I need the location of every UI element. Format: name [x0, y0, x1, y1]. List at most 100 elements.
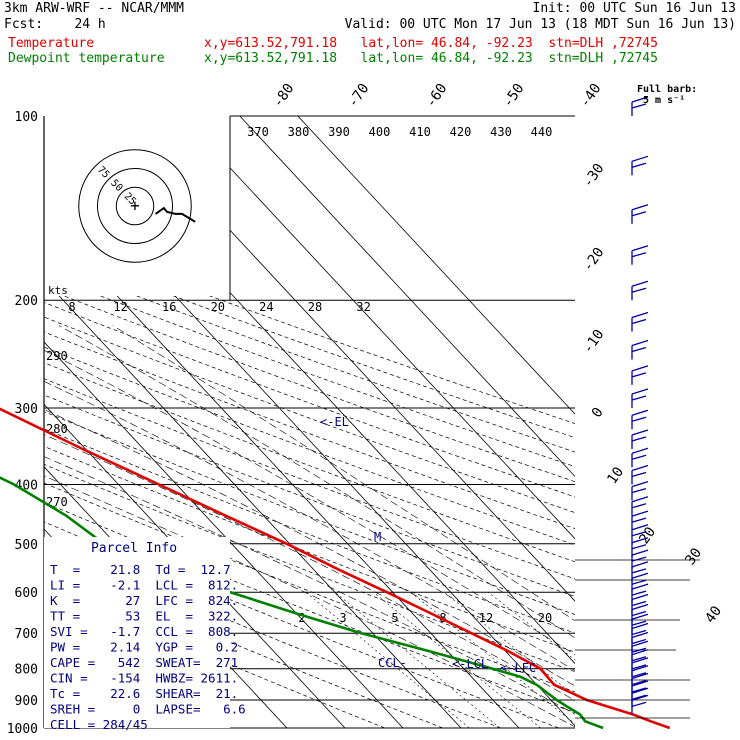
- pressure-label-900: 900: [15, 694, 38, 709]
- speed-label-20: 20: [211, 300, 225, 314]
- wind-barb: [631, 524, 649, 544]
- speed-label-24: 24: [259, 300, 273, 314]
- speed-label-12: 12: [113, 300, 127, 314]
- wind-barb-flag: [631, 694, 649, 701]
- isotherm: [44, 279, 462, 728]
- pressure-label-100: 100: [15, 110, 38, 125]
- wind-barb: [631, 388, 649, 408]
- parcel-info-row: TT = 53 EL = 322.: [50, 609, 238, 624]
- pressure-label-200: 200: [15, 294, 38, 309]
- wind-barb-flag: [631, 687, 649, 694]
- hodograph-center: +: [130, 196, 140, 215]
- speed-label-16: 16: [162, 300, 176, 314]
- theta-left-label-290: 290: [46, 349, 68, 363]
- wind-barb: [631, 510, 649, 531]
- theta-label-370: 370: [247, 125, 269, 139]
- wind-barb-flag: [631, 640, 649, 647]
- wind-barb-flag: [631, 679, 647, 686]
- wind-barb-flag: [631, 496, 649, 503]
- wind-barb: [631, 365, 649, 385]
- moist-adiabat: [44, 409, 575, 687]
- mixing-ratio-line: [373, 591, 541, 728]
- wind-barb-flag: [631, 657, 649, 664]
- wind-barb-flag: [631, 155, 649, 162]
- wind-barb-flag: [631, 346, 647, 353]
- dry-adiabat: [44, 584, 385, 728]
- mixing-ratio-label-5: 5: [391, 611, 398, 625]
- wind-barb-flag: [631, 524, 649, 531]
- parcel-info-row: SVI = -1.7 CCL = 808.: [50, 624, 238, 639]
- lcl-marker: <-LCL: [452, 657, 488, 671]
- wind-barb-flag: [631, 590, 647, 596]
- wind-barb-flag: [631, 638, 647, 645]
- temperature-info: x,y=613.52,791.18 lat,lon= 46.84, -92.23…: [204, 36, 658, 51]
- wind-barb-flag: [631, 656, 647, 662]
- ccl-marker: CCL-: [378, 656, 407, 670]
- parcel-info-row: CAPE = 542 SWEAT= 271: [50, 655, 238, 670]
- wind-barb: [631, 593, 649, 614]
- dry-adiabat: [44, 521, 559, 728]
- wind-barb: [631, 280, 649, 301]
- parcel-info-row: CELL = 284/45: [50, 717, 148, 732]
- parcel-info-box: [44, 537, 230, 728]
- wind-barb-flag: [631, 701, 647, 707]
- wind-barb-flag: [631, 211, 647, 217]
- wind-barb-flag: [631, 252, 647, 258]
- wind-barb-flag: [631, 162, 647, 168]
- wind-barb: [631, 572, 649, 593]
- parcel-info-row: PW = 2.14 YGP = 0.2: [50, 640, 238, 655]
- wind-barb-flag: [631, 672, 649, 680]
- wind-barb-flag: [631, 287, 647, 293]
- wind-barb-flag: [631, 549, 649, 556]
- theta-label-430: 430: [490, 125, 512, 139]
- pressure-label-700: 700: [15, 627, 38, 642]
- theta-label-400: 400: [369, 125, 391, 139]
- wind-barb-flag: [631, 568, 647, 574]
- wind-guide-lines: [575, 559, 700, 719]
- wind-barb-flag: [631, 372, 647, 378]
- wind-barb-flag: [631, 672, 647, 678]
- moist-adiabat: [44, 434, 575, 701]
- mixing-ratio-line: [410, 591, 575, 725]
- isotherm: [44, 403, 346, 728]
- isotherm-label-40: 40: [702, 603, 725, 626]
- pressure-label-500: 500: [15, 538, 38, 553]
- theta-label-380: 380: [288, 125, 310, 139]
- wind-barb: [631, 409, 649, 430]
- dry-adiabat: [44, 411, 575, 615]
- hodograph-unit-label: kts: [48, 284, 68, 297]
- wind-barb-flag: [631, 561, 649, 568]
- moist-adiabat: [44, 475, 575, 728]
- wind-barb-flag: [631, 395, 647, 401]
- mixing-ratio-label-20: 20: [538, 611, 552, 625]
- wind-barb: [631, 96, 649, 116]
- temperature-label: Temperature: [8, 36, 95, 51]
- wind-barb: [631, 245, 649, 265]
- moist-adiabat: [112, 325, 575, 622]
- parcel-info-row: T = 21.8 Td = 12.7: [50, 562, 231, 577]
- isotherm: [297, 116, 575, 415]
- wind-barb-flag: [631, 96, 649, 103]
- wind-barb-flag: [631, 572, 649, 579]
- wind-barb-flag: [631, 510, 649, 517]
- dewpoint-info: x,y=613.52,791.18 lat,lon= 46.84, -92.23…: [204, 51, 658, 66]
- wind-barb-flag: [631, 593, 649, 601]
- theta-label-390: 390: [328, 125, 350, 139]
- dry-adiabat: [44, 233, 575, 424]
- wind-barb-flag: [631, 487, 647, 494]
- moist-adiabat: [44, 349, 575, 656]
- valid-time: Valid: 00 UTC Mon 17 Jun 13 (18 MDT Sun …: [344, 17, 736, 32]
- pressure-label-600: 600: [15, 586, 38, 601]
- wind-barb-flag: [631, 613, 649, 620]
- isotherm-label--10: -10: [580, 327, 608, 357]
- parcel-info-row: SREH = 0 LAPSE= 6.6: [50, 702, 246, 717]
- isotherm-label--70: -70: [345, 81, 373, 111]
- wind-barb: [631, 447, 649, 468]
- wind-barb-flag: [631, 631, 649, 639]
- wind-barb-flag: [631, 365, 649, 372]
- mixing-ratio-label-3: 3: [339, 611, 346, 625]
- hodograph-ring: [115, 186, 155, 226]
- wind-barb-flag: [631, 480, 649, 488]
- wind-barb-flag: [631, 409, 649, 416]
- isotherm-label-20: 20: [636, 524, 659, 547]
